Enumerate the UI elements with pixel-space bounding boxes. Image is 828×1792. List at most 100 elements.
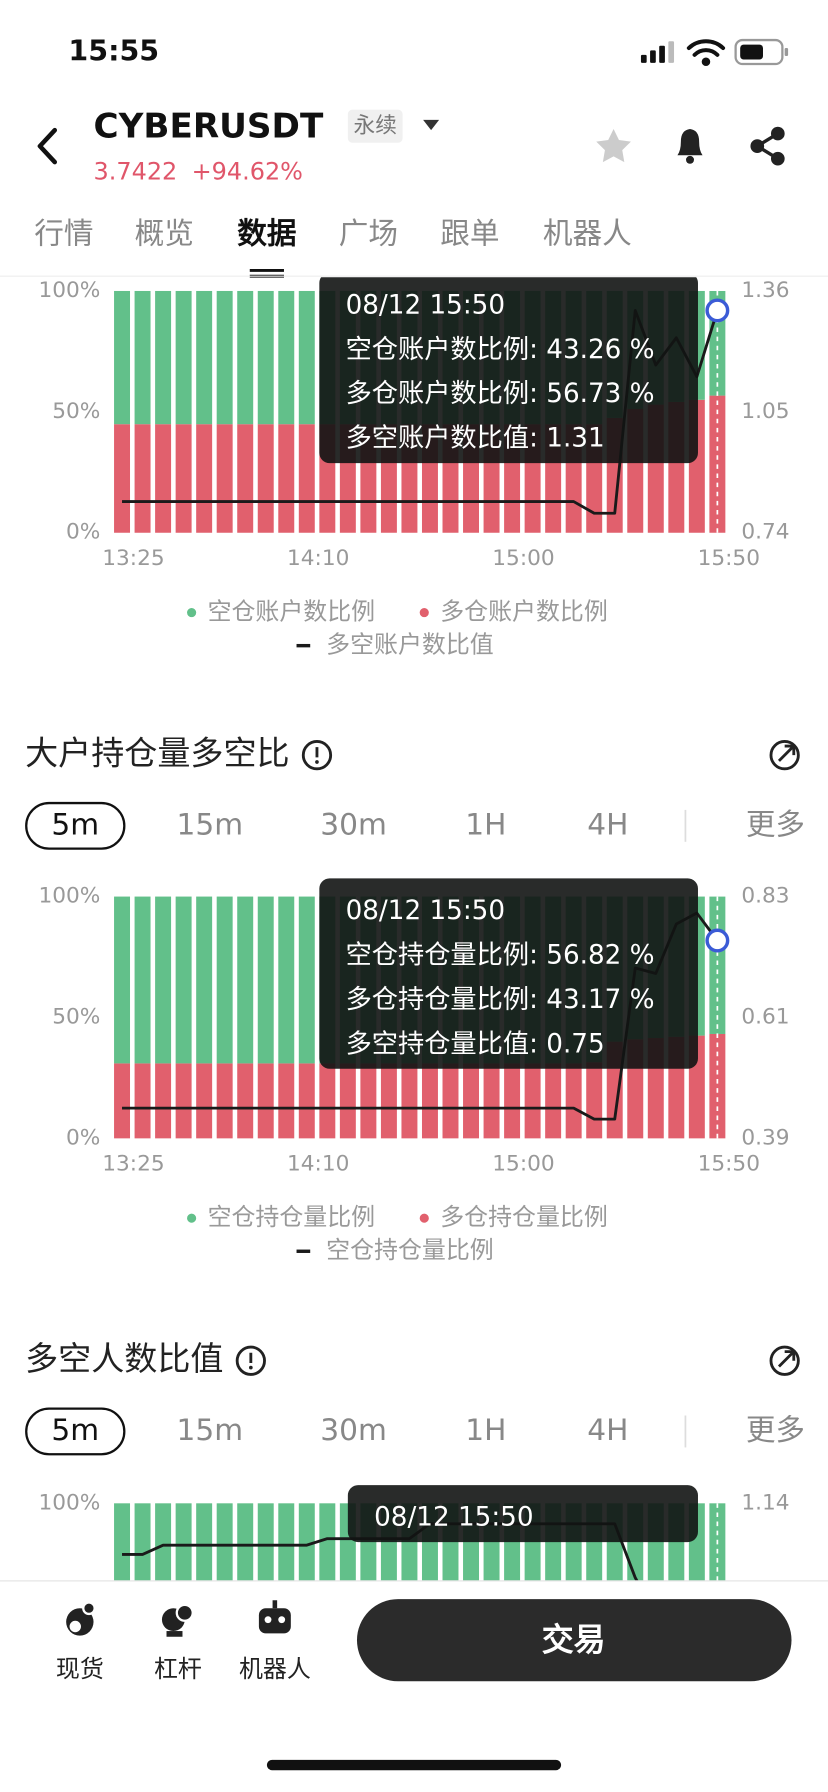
bar-segment xyxy=(298,1063,315,1139)
timeframe[interactable]: 5m xyxy=(51,806,99,841)
ratio-line xyxy=(122,309,719,515)
y-tick-label: 100% xyxy=(38,278,100,303)
info-icon xyxy=(315,760,319,764)
spot-icon[interactable] xyxy=(66,1601,96,1636)
bar-segment xyxy=(155,290,172,425)
nav-label[interactable]: 杠杆 xyxy=(154,1655,202,1683)
tooltip xyxy=(319,878,698,1069)
tab[interactable]: 跟单 xyxy=(440,216,499,251)
legend-label: 多仓账户数比例 xyxy=(440,598,608,626)
bot-icon[interactable] xyxy=(258,1600,291,1634)
y2-tick-label: 0.83 xyxy=(741,884,789,909)
y-tick-label: 0% xyxy=(66,1125,100,1150)
timeframe-pill xyxy=(25,801,126,850)
timeframe[interactable]: 30m xyxy=(320,1412,387,1447)
tab[interactable]: 广场 xyxy=(339,216,398,251)
timeframe-pill xyxy=(25,1407,126,1456)
timeframe[interactable]: 更多 xyxy=(746,1412,805,1447)
back-button[interactable] xyxy=(37,127,58,165)
timeframes: 5m 15m 30m 1H 4H 更多 xyxy=(25,801,805,850)
tooltip-line: 多空持仓量比值: 0.75 xyxy=(346,1029,605,1059)
bar-segment xyxy=(114,1063,131,1139)
bar-segment xyxy=(196,1503,213,1581)
chart-section: 大户持仓量多空比 5m 15m 30m 1H 4H 更多 0% 50% 100% 0.39 0.61 0… xyxy=(25,734,805,1264)
timeframe[interactable]: 15m xyxy=(177,806,244,841)
open-icon[interactable] xyxy=(769,1345,800,1376)
bar-segment xyxy=(319,1503,336,1581)
bar-segment xyxy=(216,290,233,425)
bar-segment xyxy=(175,424,192,533)
bar-segment xyxy=(257,290,274,425)
info-icon[interactable] xyxy=(301,740,333,771)
bar-segment xyxy=(196,424,213,533)
tooltip-line: 多仓账户数比例: 56.73 % xyxy=(346,379,655,409)
bar-segment xyxy=(278,290,295,425)
tooltip-line: 空仓持仓量比例: 56.82 % xyxy=(346,940,655,970)
x-tick-label: 15:50 xyxy=(698,1152,760,1177)
tab[interactable]: 概览 xyxy=(135,216,194,251)
bar-segment xyxy=(298,896,315,1064)
bar-segment xyxy=(360,1063,377,1139)
y2-tick-label: 0.61 xyxy=(741,1004,789,1029)
nav-label[interactable]: 现货 xyxy=(56,1655,104,1683)
bar-segment xyxy=(216,1063,233,1139)
bar-segment xyxy=(114,1503,131,1581)
y-tick-label: 50% xyxy=(52,1004,100,1029)
timeframe[interactable]: 4H xyxy=(587,806,628,841)
bar-segment xyxy=(175,896,192,1064)
info-icon[interactable] xyxy=(235,1345,266,1376)
bar-segment xyxy=(237,896,254,1064)
bar-segment xyxy=(442,1063,459,1139)
favorite[interactable] xyxy=(596,129,631,163)
bar-segment xyxy=(421,1063,438,1139)
tooltip-time: 08/12 15:50 xyxy=(346,290,505,320)
timeframe[interactable]: 更多 xyxy=(746,806,805,841)
bar-segment xyxy=(257,1063,274,1139)
bar-segment xyxy=(257,424,274,533)
alert[interactable] xyxy=(677,129,703,164)
timeframes: 5m 15m 30m 1H 4H 更多 xyxy=(25,1407,805,1456)
timeframe[interactable]: 1H xyxy=(465,1412,506,1447)
bar-segment xyxy=(298,290,315,425)
bar-segment xyxy=(237,1503,254,1581)
tab[interactable]: 行情 xyxy=(34,216,93,251)
tooltip-line: 空仓账户数比例: 43.26 % xyxy=(346,335,655,365)
bar-segment xyxy=(278,896,295,1064)
y2-tick-label: 0.74 xyxy=(741,520,789,545)
price: 3.7422 xyxy=(94,157,178,185)
tab[interactable]: 数据 xyxy=(237,216,296,251)
bar-segment xyxy=(524,1063,541,1139)
bar-segment xyxy=(216,1503,233,1581)
bar-segment xyxy=(196,290,213,425)
info-icon xyxy=(249,1365,253,1370)
timeframe[interactable]: 1H xyxy=(465,806,506,841)
timeframe[interactable]: 30m xyxy=(320,806,387,841)
x-tick-label: 13:25 xyxy=(102,1152,164,1177)
bar-segment xyxy=(709,1033,726,1139)
tooltip-time: 08/12 15:50 xyxy=(346,896,505,926)
timeframe[interactable]: 4H xyxy=(587,1412,628,1447)
charts: 0% 50% 100% 0.74 1.05 1.36 13:25 14:10 15:00 15:5… xyxy=(25,277,805,1581)
bar-segment xyxy=(134,290,151,425)
bar-segment xyxy=(155,424,172,533)
bar-segment xyxy=(278,424,295,533)
bar-segment xyxy=(237,290,254,425)
bar-segment xyxy=(545,1063,562,1139)
nav-label[interactable]: 机器人 xyxy=(239,1655,311,1683)
trade-label: 交易 xyxy=(542,1620,606,1658)
x-tick-label: 15:50 xyxy=(698,546,760,571)
dropdown[interactable] xyxy=(423,119,440,131)
trade-button[interactable] xyxy=(356,1599,792,1682)
bar-segment xyxy=(175,290,192,425)
open-icon xyxy=(777,744,796,762)
open-icon xyxy=(777,1350,796,1368)
wifi-icon xyxy=(686,39,726,67)
share[interactable] xyxy=(750,126,785,166)
margin-icon[interactable] xyxy=(161,1603,194,1637)
timeframe[interactable]: 15m xyxy=(177,1412,244,1447)
open-icon[interactable] xyxy=(769,740,800,771)
bar-segment xyxy=(134,896,151,1064)
timeframe[interactable]: 5m xyxy=(51,1412,99,1447)
tab[interactable]: 机器人 xyxy=(543,216,632,251)
